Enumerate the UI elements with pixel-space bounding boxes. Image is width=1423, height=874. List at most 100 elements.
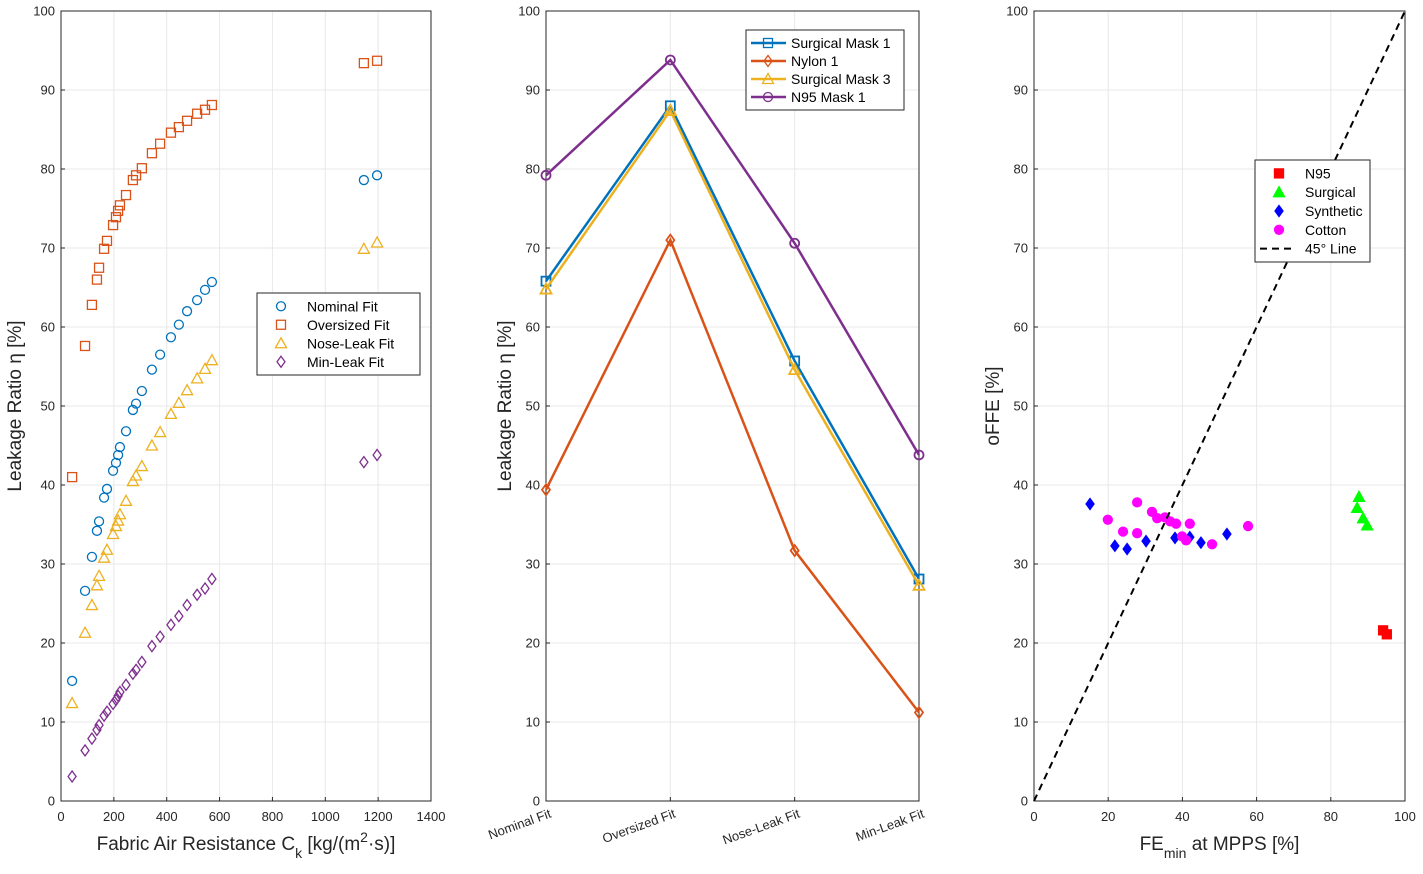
legend-label: Surgical Mask 3	[791, 71, 891, 87]
point	[358, 57, 370, 69]
legend-label: Surgical	[1305, 184, 1356, 200]
legend-label: Nose-Leak Fit	[307, 335, 394, 351]
point	[1222, 527, 1232, 541]
y-tick-label: 0	[1021, 794, 1028, 809]
legend-label: Synthetic	[1305, 203, 1363, 219]
point	[540, 169, 552, 181]
legend-label: N95	[1305, 165, 1331, 181]
point	[114, 200, 126, 211]
x-tick-label: Oversized Fit	[600, 806, 677, 846]
y-tick-label: 0	[533, 794, 540, 809]
y-tick-label: 60	[1014, 320, 1028, 335]
point	[66, 675, 78, 687]
point	[80, 743, 90, 758]
point	[199, 284, 211, 296]
point	[154, 349, 166, 360]
point	[111, 513, 125, 526]
x-tick-label: 0	[57, 809, 64, 824]
point	[358, 174, 370, 186]
point	[538, 281, 554, 295]
point	[1110, 539, 1120, 553]
point	[90, 578, 104, 591]
point	[1170, 518, 1182, 529]
series-line	[544, 237, 920, 714]
label-part: ·s)]	[368, 834, 395, 855]
point	[154, 138, 166, 149]
point	[789, 237, 801, 249]
point	[115, 685, 125, 699]
point	[200, 581, 210, 596]
legend-label: Oversized Fit	[307, 317, 390, 333]
point	[173, 319, 185, 330]
point	[1131, 528, 1143, 539]
point	[119, 493, 133, 506]
y-tick-label: 60	[41, 320, 55, 335]
point	[1356, 511, 1370, 524]
y-tick-label: 50	[41, 399, 55, 414]
point	[190, 371, 204, 384]
point	[1141, 534, 1151, 548]
series-line	[545, 58, 921, 456]
legend-marker	[1273, 224, 1285, 235]
point	[135, 459, 149, 472]
point	[665, 233, 676, 248]
point	[913, 705, 925, 720]
point	[87, 731, 97, 746]
y-tick-label: 0	[48, 794, 55, 809]
point	[173, 121, 185, 133]
y-tick-label: 70	[526, 241, 540, 256]
point	[146, 364, 158, 375]
point	[911, 577, 927, 591]
y-axis-label: Leakage Ratio η [%]	[5, 320, 26, 491]
label-part: FE	[1140, 834, 1164, 855]
point	[181, 115, 193, 126]
point	[1180, 535, 1192, 546]
point	[153, 425, 167, 438]
point	[1184, 518, 1195, 529]
label-part: [kg/(m	[302, 834, 360, 855]
point	[155, 630, 165, 644]
point	[120, 426, 132, 437]
point	[107, 219, 119, 231]
label-part: k	[295, 845, 303, 861]
legend-marker	[275, 319, 287, 330]
x-tick-label: 100	[1394, 809, 1416, 824]
point	[130, 398, 142, 409]
label-part: Fabric Air Resistance C	[97, 834, 296, 855]
y-tick-label: 50	[1014, 399, 1028, 414]
point	[101, 483, 113, 495]
x-tick-label: 20	[1101, 809, 1115, 824]
point	[113, 689, 123, 703]
point	[206, 276, 218, 288]
reference-line	[1033, 10, 1406, 802]
y-tick-label: 40	[1014, 478, 1028, 493]
point	[1352, 490, 1366, 503]
point	[99, 709, 109, 723]
x-axis-label: Fabric Air Resistance Ck [kg/(m2·s)]	[97, 829, 396, 861]
label-part: at MPPS [%]	[1186, 834, 1299, 855]
x-tick-label: 80	[1324, 809, 1338, 824]
point	[206, 99, 218, 111]
x-tick-label: 0	[1030, 809, 1037, 824]
point	[192, 588, 202, 602]
point	[120, 189, 132, 201]
point	[371, 55, 383, 66]
legend-marker	[276, 355, 286, 369]
point	[370, 235, 384, 248]
point	[91, 274, 103, 285]
point	[86, 299, 98, 311]
y-tick-label: 20	[526, 636, 540, 651]
point	[137, 655, 147, 669]
point	[100, 542, 114, 555]
point	[130, 170, 142, 181]
point	[97, 550, 111, 563]
point	[198, 362, 212, 375]
y-tick-label: 60	[526, 320, 540, 335]
point	[110, 212, 122, 223]
point	[180, 383, 194, 396]
point	[1122, 542, 1132, 556]
legend-label: N95 Mask 1	[791, 89, 866, 105]
point	[113, 507, 127, 520]
y-tick-label: 100	[518, 4, 540, 19]
point	[91, 525, 103, 536]
